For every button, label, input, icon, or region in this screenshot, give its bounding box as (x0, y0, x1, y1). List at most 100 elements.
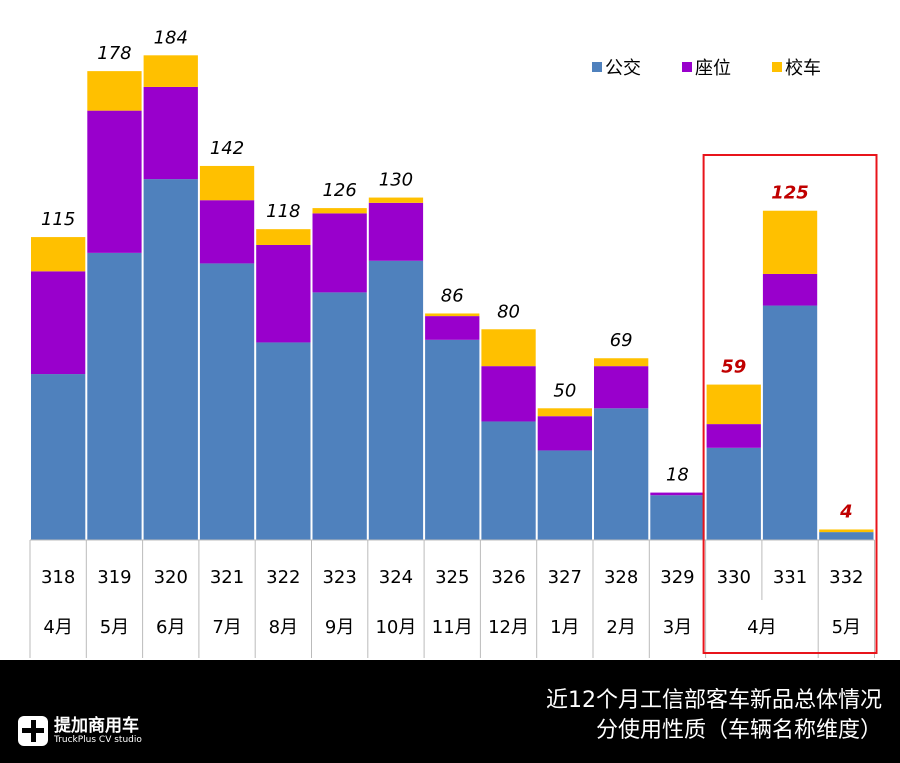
total-label: 80 (497, 301, 520, 322)
bar-segment-332 (819, 529, 874, 533)
logo-icon (18, 716, 48, 746)
footer-title-line2: 分使用性质（车辆名称维度） (595, 718, 882, 743)
bar-segment-324 (368, 260, 424, 540)
month-label: 4月 (43, 617, 72, 638)
month-label: 3月 (663, 617, 692, 638)
bar-segment-327 (537, 416, 592, 451)
stacked-bar-chart: 1153181783191843201423211183221263231303… (29, 27, 878, 658)
bar-segment-328 (594, 366, 649, 409)
bar-segment-322 (256, 342, 311, 540)
bar-segment-321 (199, 263, 255, 540)
category-label: 327 (548, 567, 582, 588)
bar-segment-331 (762, 210, 818, 274)
legend-swatch (682, 62, 692, 72)
bar-segment-320 (143, 86, 198, 180)
legend-swatch (772, 62, 782, 72)
month-label: 6月 (156, 617, 185, 638)
month-label: 10月 (375, 617, 416, 638)
total-label: 4 (839, 501, 853, 522)
category-label: 329 (660, 567, 694, 588)
bar-segment-323 (312, 213, 367, 293)
total-label: 59 (721, 357, 746, 378)
legend-label: 座位 (695, 58, 731, 79)
bar-segment-326 (481, 366, 536, 422)
total-label: 142 (210, 138, 244, 159)
bar-segment-324 (368, 202, 424, 261)
bar-segment-319 (87, 110, 142, 253)
bar-segment-325 (425, 316, 480, 340)
bar-segment-323 (312, 208, 367, 214)
category-label: 322 (266, 567, 300, 588)
total-label: 184 (154, 27, 188, 48)
bar-segment-331 (762, 273, 818, 306)
total-label: 125 (771, 183, 809, 204)
legend-swatch (592, 62, 602, 72)
bar-segment-322 (256, 229, 311, 245)
total-label: 18 (666, 465, 689, 486)
bar-segment-330 (706, 447, 761, 540)
bar-segment-326 (481, 421, 536, 540)
bar-segment-328 (594, 408, 649, 540)
bar-segment-322 (256, 244, 311, 343)
bar-segment-318 (31, 271, 86, 375)
bar-segment-329 (650, 492, 705, 496)
bar-segment-332 (819, 532, 874, 540)
total-label: 69 (610, 330, 633, 351)
total-label: 115 (41, 209, 75, 230)
category-label: 330 (717, 567, 751, 588)
total-label: 178 (97, 43, 131, 64)
category-label: 320 (154, 567, 188, 588)
category-label: 331 (773, 567, 807, 588)
highlight-box (702, 154, 878, 654)
footer-title-line1: 近12个月工信部客车新品总体情况 (546, 688, 882, 713)
category-label: 325 (435, 567, 469, 588)
bar-segment-327 (537, 450, 592, 540)
month-label: 9月 (325, 617, 354, 638)
category-label: 319 (97, 567, 131, 588)
bar-segment-325 (425, 313, 480, 317)
month-label: 7月 (212, 617, 241, 638)
bar-segment-318 (31, 374, 86, 540)
month-label: 2月 (606, 617, 635, 638)
logo-en: TruckPlus CV studio (54, 735, 142, 745)
month-label: 5月 (100, 617, 129, 638)
category-label: 324 (379, 567, 413, 588)
category-label: 332 (829, 567, 863, 588)
bar-segment-323 (312, 292, 367, 540)
bar-segment-320 (143, 55, 198, 87)
bar-segment-318 (31, 237, 86, 272)
month-label: 8月 (269, 617, 298, 638)
bar-segment-321 (199, 165, 255, 201)
category-label: 321 (210, 567, 244, 588)
category-label: 326 (491, 567, 525, 588)
legend-label: 公交 (605, 58, 641, 79)
month-label: 4月 (747, 617, 776, 638)
bar-segment-319 (87, 71, 142, 111)
month-label: 11月 (432, 617, 473, 638)
bar-segment-324 (368, 197, 424, 203)
category-label: 318 (41, 567, 75, 588)
legend-label: 校车 (785, 58, 821, 79)
month-label: 5月 (832, 617, 861, 638)
category-label: 323 (322, 567, 356, 588)
category-label: 328 (604, 567, 638, 588)
total-label: 126 (322, 180, 356, 201)
logo-cn: 提加商用车 (54, 716, 139, 736)
total-label: 86 (441, 285, 464, 306)
footer: 提加商用车 TruckPlus CV studio 近12个月工信部客车新品总体… (0, 660, 900, 763)
bar-segment-325 (425, 339, 480, 540)
bar-segment-328 (594, 358, 649, 367)
bar-segment-320 (143, 179, 198, 540)
logo: 提加商用车 TruckPlus CV studio (18, 716, 142, 746)
bar-segment-331 (762, 305, 818, 540)
total-label: 118 (266, 201, 300, 222)
bar-segment-326 (481, 329, 536, 367)
month-label: 1月 (550, 617, 579, 638)
bar-segment-330 (706, 384, 761, 425)
total-label: 130 (379, 170, 413, 191)
bar-segment-321 (199, 200, 255, 264)
bar-segment-329 (650, 495, 705, 540)
total-label: 50 (553, 380, 576, 401)
bar-segment-327 (537, 408, 592, 417)
bar-segment-330 (706, 424, 761, 448)
